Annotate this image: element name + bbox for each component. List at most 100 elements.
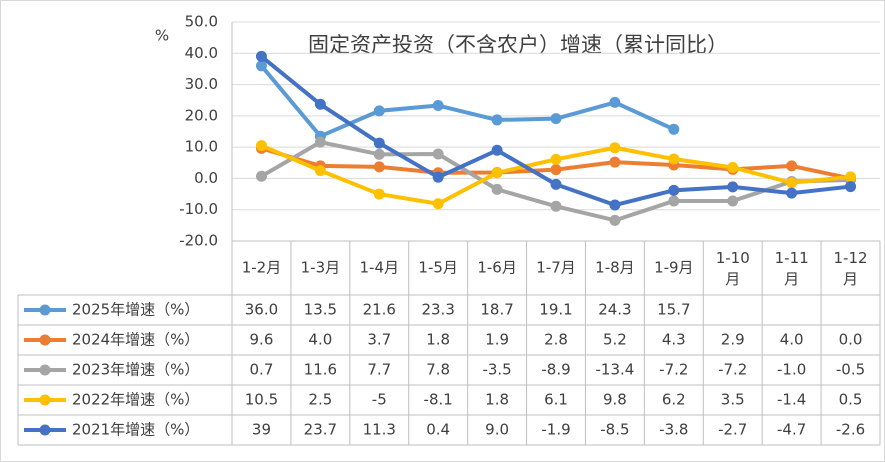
table-cell: 0.5 — [839, 391, 863, 409]
legend-label: 2025年增速（%） — [72, 301, 199, 319]
point-marker — [550, 164, 562, 176]
point-marker — [845, 171, 857, 183]
x-tick-label: 1-5月 — [418, 259, 458, 277]
point-marker — [609, 156, 621, 168]
table-cell: 36.0 — [245, 301, 278, 319]
point-marker — [373, 148, 385, 160]
point-marker — [314, 136, 326, 148]
legend-marker — [39, 334, 51, 346]
point-marker — [668, 184, 680, 196]
table-cell: -8.5 — [600, 421, 629, 439]
point-marker — [432, 198, 444, 210]
x-tick-label: 1-12 月 — [834, 249, 868, 288]
point-marker — [727, 195, 739, 207]
legend-label: 2022年增速（%） — [72, 391, 199, 409]
y-tick-label: 30.0 — [185, 75, 218, 93]
table-cell: 1.8 — [485, 391, 509, 409]
point-marker — [668, 123, 680, 135]
point-marker — [432, 171, 444, 183]
point-marker — [432, 100, 444, 112]
table-cell: 4.3 — [662, 331, 686, 349]
table-cell: 15.7 — [657, 301, 690, 319]
point-marker — [373, 105, 385, 117]
point-marker — [255, 170, 267, 182]
table-cell: 6.2 — [662, 391, 686, 409]
table-cell: 0.0 — [839, 331, 863, 349]
table-cell: 0.7 — [250, 361, 274, 379]
table-cell: -5 — [372, 391, 387, 409]
table-cell: 3.5 — [721, 391, 745, 409]
table-cell: -0.5 — [836, 361, 865, 379]
table-cell: 19.1 — [539, 301, 572, 319]
point-marker — [491, 183, 503, 195]
point-marker — [255, 60, 267, 72]
table-cell: -1.4 — [777, 391, 806, 409]
table-cell: -4.7 — [777, 421, 806, 439]
point-marker — [609, 96, 621, 108]
table-cell: 6.1 — [544, 391, 568, 409]
point-marker — [727, 161, 739, 173]
point-marker — [255, 50, 267, 62]
table-cell: 9.0 — [485, 421, 509, 439]
table-cell: 18.7 — [480, 301, 513, 319]
point-marker — [432, 148, 444, 160]
x-tick-label: 1-11 月 — [775, 249, 809, 288]
legend-marker — [39, 304, 51, 316]
y-tick-label: 50.0 — [185, 13, 218, 31]
table-cell: 23.7 — [304, 421, 337, 439]
table-cell: 2.9 — [721, 331, 745, 349]
x-tick-label: 1-6月 — [477, 259, 517, 277]
point-marker — [609, 214, 621, 226]
point-marker — [491, 167, 503, 179]
table-cell: 9.8 — [603, 391, 627, 409]
y-tick-label: 10.0 — [185, 138, 218, 156]
point-marker — [550, 113, 562, 125]
point-marker — [668, 195, 680, 207]
table-cell: 13.5 — [304, 301, 337, 319]
table-cell: 1.9 — [485, 331, 509, 349]
table-cell: 0.4 — [426, 421, 450, 439]
table-cell: -2.7 — [718, 421, 747, 439]
legend-marker — [39, 364, 51, 376]
y-tick-label: 40.0 — [185, 44, 218, 62]
point-marker — [255, 140, 267, 152]
point-marker — [373, 161, 385, 173]
x-tick-label: 1-8月 — [595, 259, 635, 277]
point-marker — [373, 188, 385, 200]
point-marker — [314, 98, 326, 110]
table-cell: 10.5 — [245, 391, 278, 409]
table-cell: 2.5 — [308, 391, 332, 409]
point-marker — [845, 181, 857, 193]
y-tick-label: -10.0 — [179, 200, 218, 218]
y-tick-label: -20.0 — [179, 232, 218, 250]
table-cell: 11.3 — [363, 421, 396, 439]
table-cell: 7.7 — [367, 361, 391, 379]
table-cell: -3.5 — [482, 361, 511, 379]
table-cell: 24.3 — [598, 301, 631, 319]
point-marker — [550, 178, 562, 190]
table-cell: -7.2 — [718, 361, 747, 379]
table-cell: 7.8 — [426, 361, 450, 379]
point-marker — [491, 114, 503, 126]
point-marker — [550, 200, 562, 212]
table-cell: 5.2 — [603, 331, 627, 349]
x-tick-label: 1-7月 — [536, 259, 576, 277]
point-marker — [727, 181, 739, 193]
point-marker — [786, 160, 798, 172]
legend-label: 2024年增速（%） — [72, 331, 199, 349]
table-cell: -8.1 — [424, 391, 453, 409]
table-cell: 4.0 — [308, 331, 332, 349]
table-cell: -2.6 — [836, 421, 865, 439]
table-cell: 1.8 — [426, 331, 450, 349]
series-line — [259, 64, 675, 139]
table-cell: -3.8 — [659, 421, 688, 439]
x-tick-label: 1-2月 — [242, 259, 282, 277]
table-cell: 11.6 — [304, 361, 337, 379]
y-unit: % — [155, 27, 169, 45]
y-tick-label: 20.0 — [185, 106, 218, 124]
x-tick-label: 1-9月 — [654, 259, 694, 277]
legend-marker — [39, 394, 51, 406]
